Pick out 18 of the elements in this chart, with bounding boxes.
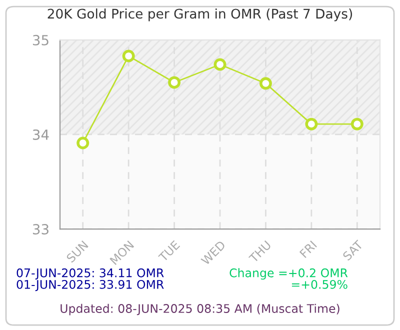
x-tick-label: TUE — [158, 240, 180, 262]
text: 01-JUN-2025: 33.91 OMR — [16, 280, 164, 292]
point — [168, 76, 181, 89]
point — [122, 50, 135, 62]
text: =+0.59% — [292, 280, 348, 289]
chart-title: 20K Gold Price per Gram in OMR (Past 7 Days) — [48, 8, 352, 22]
y-tick-label: 33 — [32, 224, 48, 234]
text: 07-JUN-2025: 34.11 OMR — [16, 268, 164, 280]
y-tick-label: 34 — [32, 129, 49, 140]
text: Updated: 08-JUN-2025 08:35 AM (Muscat Time) — [60, 304, 340, 316]
point — [214, 58, 226, 71]
point — [350, 118, 364, 130]
point — [259, 77, 272, 90]
y-tick-label: 35 — [32, 34, 48, 46]
point — [305, 118, 318, 130]
text: Change =+0.2 OMR — [230, 268, 348, 280]
x-tick-label: FRI — [299, 240, 317, 258]
point — [76, 136, 90, 150]
